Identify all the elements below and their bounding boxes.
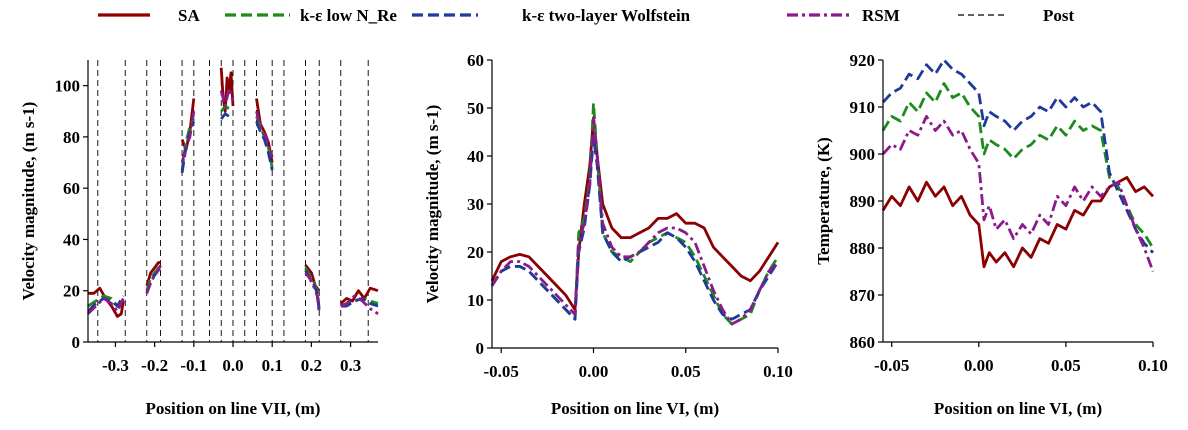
x-tick-label: 0.00 (964, 356, 994, 375)
series-line-0-seg-6 (339, 286, 379, 305)
series-line-0 (881, 176, 1155, 269)
y-tick-label: 60 (467, 51, 484, 70)
y-tick-label: 40 (63, 230, 80, 249)
series-line-3-seg-3 (219, 86, 235, 108)
y-tick-label: 30 (467, 195, 484, 214)
series-line-3-seg-1 (145, 264, 162, 294)
x-tick-label: -0.05 (874, 356, 909, 375)
x-tick-label: -0.2 (141, 356, 168, 375)
y-tick-label: 900 (850, 145, 876, 164)
y-axis-label: Temperature, (K) (814, 137, 833, 264)
series-line-1 (490, 101, 780, 326)
x-tick-label: 0.0 (222, 356, 243, 375)
legend-label-2: k-ε two-layer Wolfstein (522, 6, 691, 25)
x-tick-label: 0.05 (671, 362, 701, 381)
series-line-3-seg-2 (180, 111, 196, 163)
legend-label-3: RSM (862, 6, 900, 25)
legend: SA k-ε low N_Re k-ε two-layer Wolfstein RSM… (98, 6, 1075, 25)
y-tick-label: 50 (467, 99, 484, 118)
chart-velocity-line-vi: 0 10 20 30 40 50 60 -0.05 0.00 0.05 0.10 Position o… (423, 51, 793, 418)
x-axis-label: Position on line VI, (m) (934, 399, 1102, 418)
series-line-0-seg-1 (145, 261, 161, 287)
x-tick-label: 0.10 (763, 362, 793, 381)
y-tick-label: 20 (467, 243, 484, 262)
y-tick-label: 870 (850, 286, 876, 305)
series-line-2-seg-4 (255, 121, 274, 171)
y-tick-label: 860 (850, 333, 876, 352)
series-line-3-seg-4 (255, 110, 274, 158)
x-tick-label: -0.05 (484, 362, 519, 381)
series-line-3 (881, 115, 1155, 272)
series-line-3-seg-5 (304, 271, 321, 314)
x-tick-label: 0.10 (1138, 356, 1168, 375)
series-line-3-seg-0 (87, 296, 125, 315)
y-tick-label: 880 (850, 239, 876, 258)
y-tick-label: 920 (850, 51, 876, 70)
legend-label-1: k-ε low N_Re (300, 6, 397, 25)
y-tick-label: 40 (467, 147, 484, 166)
x-tick-label: -0.1 (180, 356, 207, 375)
y-axis-label: Velocity magnitude, (m s-1) (19, 102, 38, 301)
x-tick-label: 0.2 (301, 356, 322, 375)
y-tick-label: 0 (476, 339, 485, 358)
x-tick-label: 0.3 (340, 356, 361, 375)
y-tick-label: 890 (850, 192, 876, 211)
series-line-0-seg-3 (219, 67, 235, 113)
y-tick-label: 910 (850, 98, 876, 117)
y-axis-label: Velocity magnitude, (m s-1) (423, 105, 442, 304)
chart-temperature-line-vi: 860 870 880 890 900 910 920 -0.05 0.00 0.05 0.10 Po… (814, 51, 1168, 418)
legend-label-4: Post (1043, 6, 1075, 25)
series-line-1 (881, 82, 1155, 249)
x-axis-label: Position on line VI, (m) (551, 399, 719, 418)
y-tick-label: 60 (63, 179, 80, 198)
y-tick-label: 10 (467, 291, 484, 310)
series-line-2-seg-3 (220, 112, 234, 121)
x-axis-label: Position on line VII, (m) (146, 399, 321, 418)
x-tick-label: -0.3 (102, 356, 129, 375)
y-tick-label: 100 (55, 77, 81, 96)
y-tick-label: 80 (63, 128, 80, 147)
chart-velocity-line-vii: 0 20 40 60 80 100 -0.3 -0.2 -0.1 0.0 0.1 0.2 0.3 Posi… (19, 60, 379, 418)
y-tick-label: 0 (72, 333, 81, 352)
series-line-3-seg-6 (340, 294, 379, 315)
series-line-2 (490, 135, 780, 321)
x-tick-label: 0.1 (262, 356, 283, 375)
y-tick-label: 20 (63, 282, 80, 301)
series-line-2 (881, 58, 1155, 254)
x-tick-label: 0.00 (579, 362, 609, 381)
x-tick-label: 0.05 (1051, 356, 1081, 375)
legend-label-0: SA (178, 6, 200, 25)
series-line-0 (490, 116, 780, 312)
series-line-3 (490, 116, 780, 326)
series-line-1-seg-3 (220, 104, 234, 113)
